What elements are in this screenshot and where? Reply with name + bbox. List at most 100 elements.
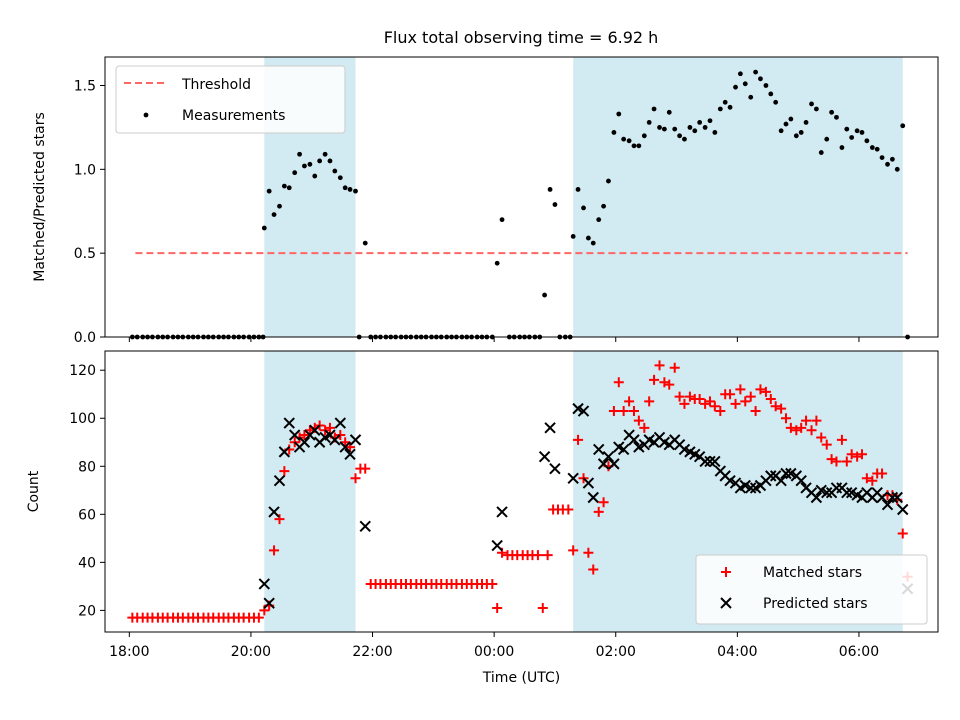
measurement-point — [879, 155, 885, 160]
legend-frame — [115, 65, 346, 134]
measurement-point — [297, 151, 302, 157]
matched-star-point — [776, 403, 787, 414]
measurement-point — [727, 104, 733, 110]
measurement-point — [636, 143, 642, 149]
matched-star-point — [492, 602, 503, 613]
predicted-star-point — [709, 455, 721, 468]
matched-star-point — [750, 406, 761, 417]
predicted-star-point — [821, 486, 833, 499]
legend-bottom: Matched stars Predicted stars — [695, 554, 928, 625]
measurement-point — [596, 217, 602, 223]
matched-star-point — [730, 398, 741, 409]
measurement-point — [302, 163, 307, 169]
measurement-point — [646, 119, 652, 125]
legend-top: Threshold Measurements — [115, 65, 346, 134]
measurement-point — [542, 292, 548, 298]
measurement-point — [682, 136, 687, 142]
matched-star-point — [608, 406, 619, 417]
predicted-star-point — [765, 470, 777, 482]
matched-star-point — [618, 406, 629, 417]
axes-frame — [104, 350, 939, 633]
measurement-point — [657, 125, 662, 130]
predicted-star-point — [549, 462, 561, 475]
measurement-point — [499, 217, 505, 223]
measurement-point — [798, 130, 804, 135]
matched-star-point — [770, 401, 781, 412]
x-tick-label: 02:00 — [596, 644, 636, 660]
measurement-point — [342, 185, 348, 191]
matched-star-point — [674, 391, 685, 402]
matched-star-point — [877, 468, 888, 479]
measurement-point — [322, 151, 328, 157]
measurement-point — [859, 130, 865, 135]
y-axis-label: Matched/Predicted stars — [32, 112, 48, 282]
measurement-point — [722, 99, 728, 105]
measurement-point — [783, 121, 789, 127]
matched-star-point — [796, 422, 807, 433]
measurement-point — [570, 234, 576, 239]
predicted-star-point — [577, 405, 590, 417]
y-axis-label: Count — [26, 470, 42, 512]
measurement-point — [793, 133, 799, 139]
legend-matched-swatch — [721, 567, 731, 577]
matched-star-point — [806, 425, 817, 436]
measurement-point — [292, 170, 298, 176]
matched-star-point — [664, 379, 675, 390]
measurement-point — [261, 225, 267, 231]
predicted-star-point — [288, 429, 301, 441]
legend-predicted-label: Predicted stars — [763, 596, 868, 612]
measurement-point — [651, 106, 657, 112]
matched-star-point — [537, 602, 548, 613]
measurement-point — [717, 106, 723, 112]
matched-star-point — [861, 473, 872, 484]
matched-star-point — [345, 442, 356, 453]
matched-star-point — [340, 437, 351, 448]
measurement-point — [581, 205, 586, 211]
predicted-star-point — [258, 578, 271, 590]
measurement-point — [803, 119, 809, 125]
matched-star-point — [274, 514, 285, 525]
matched-star-point — [831, 456, 842, 467]
measurement-point — [277, 203, 282, 209]
measurement-point — [829, 109, 834, 115]
x-tick-label: 06:00 — [839, 644, 879, 660]
measurement-point — [733, 84, 738, 90]
measurement-point — [353, 188, 358, 194]
x-tick-label: 18:00 — [109, 644, 149, 660]
y-tick-label: 1.0 — [74, 162, 96, 178]
predicted-star-point — [628, 434, 640, 446]
x-axis-label: Time (UTC) — [482, 670, 560, 686]
matched-star-point — [821, 439, 832, 450]
predicted-star-point — [780, 467, 792, 480]
measurement-point — [818, 150, 824, 155]
x-tick-label: 20:00 — [231, 644, 271, 660]
predicted-star-point — [881, 499, 894, 511]
matched-star-point — [694, 394, 705, 405]
measurement-point — [677, 133, 682, 139]
matched-star-point — [350, 473, 361, 484]
measurement-point — [616, 111, 622, 117]
measurement-point — [575, 187, 581, 192]
y-tick-label: 1.5 — [74, 79, 96, 95]
matched-star-point — [253, 612, 264, 623]
matched-star-point — [598, 497, 609, 508]
measurement-point — [894, 166, 900, 172]
measurement-point — [286, 185, 292, 191]
y-tick-label: 80 — [78, 459, 96, 475]
predicted-star-point — [841, 486, 853, 499]
measurement-point — [824, 136, 830, 142]
top-panel-flux-ratio: 0.0 0.5 1.0 1.5 Matched/Predicted stars Thres… — [32, 56, 939, 346]
measurement-point — [737, 71, 743, 77]
measurement-point — [661, 126, 667, 132]
predicted-star-point — [359, 520, 371, 533]
matched-star-point — [644, 396, 655, 407]
matched-star-point — [785, 422, 796, 433]
measurement-point — [869, 145, 875, 150]
matched-star-point — [324, 422, 335, 433]
matched-star-point — [867, 475, 878, 486]
matched-star-point — [709, 401, 720, 412]
legend-frame — [695, 554, 928, 625]
bottom-panel-counts: 20 40 60 80 100 120 18:00 20:00 22:00 00:00 02:00 0… — [26, 350, 939, 686]
observing-interval-shade — [264, 351, 356, 632]
